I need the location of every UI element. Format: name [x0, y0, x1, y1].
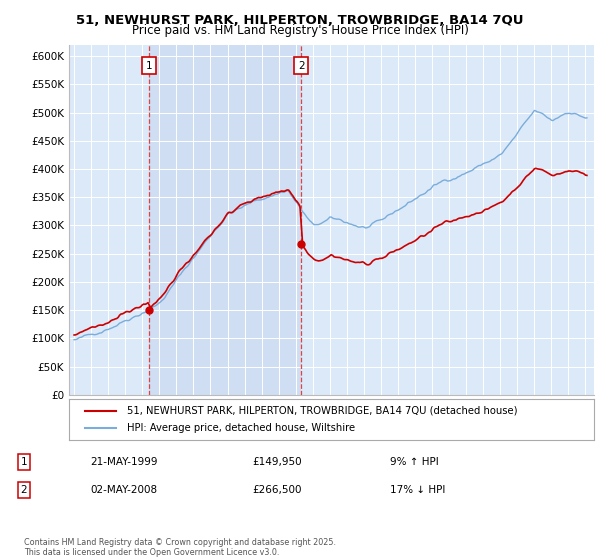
Text: 17% ↓ HPI: 17% ↓ HPI: [390, 485, 445, 495]
Text: Contains HM Land Registry data © Crown copyright and database right 2025.
This d: Contains HM Land Registry data © Crown c…: [24, 538, 336, 557]
Text: HPI: Average price, detached house, Wiltshire: HPI: Average price, detached house, Wilt…: [127, 423, 355, 433]
Text: 2: 2: [20, 485, 28, 495]
Text: Price paid vs. HM Land Registry's House Price Index (HPI): Price paid vs. HM Land Registry's House …: [131, 24, 469, 37]
Text: 21-MAY-1999: 21-MAY-1999: [90, 457, 157, 467]
Text: 51, NEWHURST PARK, HILPERTON, TROWBRIDGE, BA14 7QU (detached house): 51, NEWHURST PARK, HILPERTON, TROWBRIDGE…: [127, 405, 517, 416]
Bar: [149, 45, 301, 395]
Text: £149,950: £149,950: [252, 457, 302, 467]
Text: 1: 1: [20, 457, 28, 467]
Text: £266,500: £266,500: [252, 485, 302, 495]
Text: 02-MAY-2008: 02-MAY-2008: [90, 485, 157, 495]
Text: 1: 1: [145, 61, 152, 71]
Text: 9% ↑ HPI: 9% ↑ HPI: [390, 457, 439, 467]
Text: 51, NEWHURST PARK, HILPERTON, TROWBRIDGE, BA14 7QU: 51, NEWHURST PARK, HILPERTON, TROWBRIDGE…: [76, 14, 524, 27]
Text: 2: 2: [298, 61, 305, 71]
